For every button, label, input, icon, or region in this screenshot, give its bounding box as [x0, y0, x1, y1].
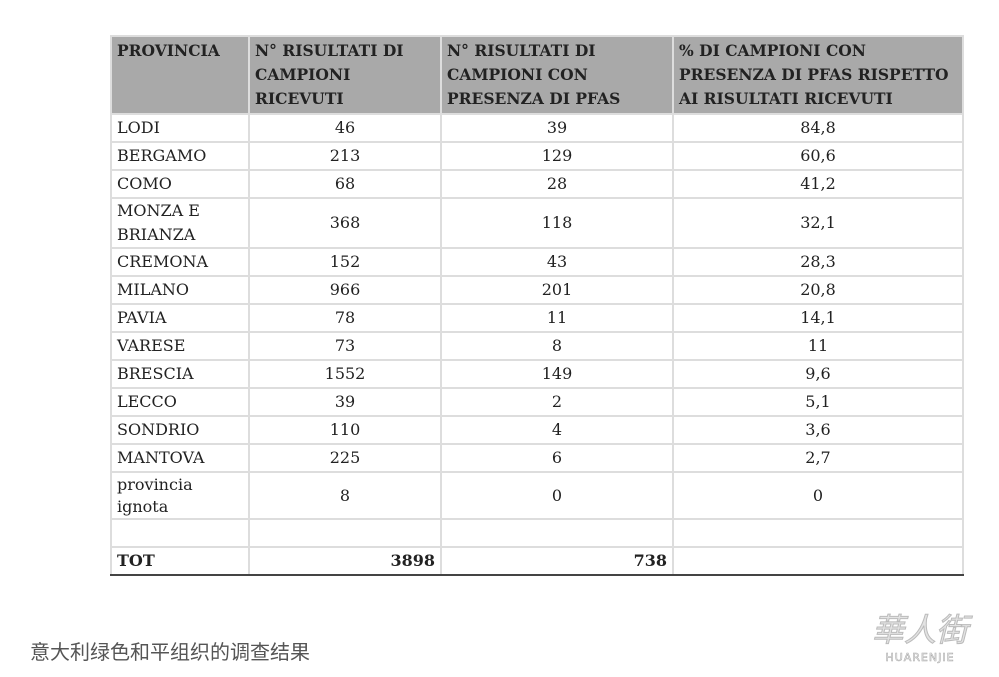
table-row: LECCO 39 2 5,1	[110, 387, 964, 417]
ricevuti-cell: 8	[248, 471, 442, 520]
table-row: PAVIA 78 11 14,1	[110, 303, 964, 333]
pfas-cell: 6	[440, 443, 674, 473]
ricevuti-cell: 73	[248, 331, 442, 361]
ricevuti-cell: 68	[248, 169, 442, 199]
provincia-cell: LODI	[110, 113, 250, 143]
ricevuti-cell: 152	[248, 247, 442, 277]
ricevuti-cell: 39	[248, 387, 442, 417]
percent-cell: 11	[672, 331, 964, 361]
percent-cell: 9,6	[672, 359, 964, 389]
percent-cell: 5,1	[672, 387, 964, 417]
percent-cell: 60,6	[672, 141, 964, 171]
provincia-cell: provincia ignota	[110, 471, 250, 520]
provincia-cell: SONDRIO	[110, 415, 250, 445]
pfas-table: PROVINCIA N° RISULTATI DI CAMPIONI RICEV…	[110, 35, 964, 576]
provincia-cell: BRESCIA	[110, 359, 250, 389]
pfas-cell: 149	[440, 359, 674, 389]
provincia-cell: MILANO	[110, 275, 250, 305]
empty-cell	[248, 518, 442, 548]
table-row: COMO 68 28 41,2	[110, 169, 964, 199]
total-label: TOT	[110, 546, 250, 576]
table-row: MANTOVA 225 6 2,7	[110, 443, 964, 473]
pfas-cell: 4	[440, 415, 674, 445]
percent-cell: 32,1	[672, 197, 964, 249]
table-row: LODI 46 39 84,8	[110, 113, 964, 143]
provincia-cell: MONZA E BRIANZA	[110, 197, 250, 249]
total-pfas: 738	[440, 546, 674, 576]
table-row: VARESE 73 8 11	[110, 331, 964, 361]
percent-cell: 0	[672, 471, 964, 520]
ricevuti-cell: 46	[248, 113, 442, 143]
pfas-cell: 129	[440, 141, 674, 171]
ricevuti-cell: 966	[248, 275, 442, 305]
empty-row	[110, 518, 964, 548]
pfas-cell: 11	[440, 303, 674, 333]
percent-cell: 84,8	[672, 113, 964, 143]
pfas-cell: 28	[440, 169, 674, 199]
header-ricevuti: N° RISULTATI DI CAMPIONI RICEVUTI	[248, 35, 442, 115]
header-pfas: N° RISULTATI DI CAMPIONI CON PRESENZA DI…	[440, 35, 674, 115]
watermark-logo: 華人街 HUARENJIE	[871, 611, 968, 665]
pfas-cell: 8	[440, 331, 674, 361]
total-ricevuti: 3898	[248, 546, 442, 576]
table-row: BERGAMO 213 129 60,6	[110, 141, 964, 171]
total-row: TOT 3898 738	[110, 546, 964, 576]
header-provincia: PROVINCIA	[110, 35, 250, 115]
ricevuti-cell: 78	[248, 303, 442, 333]
provincia-cell: BERGAMO	[110, 141, 250, 171]
total-percent	[672, 546, 964, 576]
pfas-cell: 0	[440, 471, 674, 520]
pfas-cell: 118	[440, 197, 674, 249]
provincia-cell: CREMONA	[110, 247, 250, 277]
provincia-cell: COMO	[110, 169, 250, 199]
table-row: provincia ignota 8 0 0	[110, 471, 964, 520]
table-row: MILANO 966 201 20,8	[110, 275, 964, 305]
pfas-cell: 2	[440, 387, 674, 417]
ricevuti-cell: 225	[248, 443, 442, 473]
empty-cell	[440, 518, 674, 548]
provincia-cell: LECCO	[110, 387, 250, 417]
ricevuti-cell: 368	[248, 197, 442, 249]
table-row: SONDRIO 110 4 3,6	[110, 415, 964, 445]
percent-cell: 41,2	[672, 169, 964, 199]
pfas-cell: 39	[440, 113, 674, 143]
pfas-cell: 201	[440, 275, 674, 305]
table-row: BRESCIA 1552 149 9,6	[110, 359, 964, 389]
empty-cell	[672, 518, 964, 548]
pfas-cell: 43	[440, 247, 674, 277]
percent-cell: 28,3	[672, 247, 964, 277]
header-row: PROVINCIA N° RISULTATI DI CAMPIONI RICEV…	[110, 35, 964, 115]
header-percent: % DI CAMPIONI CON PRESENZA DI PFAS RISPE…	[672, 35, 964, 115]
provincia-cell: VARESE	[110, 331, 250, 361]
ricevuti-cell: 1552	[248, 359, 442, 389]
ricevuti-cell: 213	[248, 141, 442, 171]
table-row: CREMONA 152 43 28,3	[110, 247, 964, 277]
percent-cell: 2,7	[672, 443, 964, 473]
provincia-cell: MANTOVA	[110, 443, 250, 473]
caption: 意大利绿色和平组织的调查结果	[30, 640, 310, 664]
ricevuti-cell: 110	[248, 415, 442, 445]
table-row: MONZA E BRIANZA 368 118 32,1	[110, 197, 964, 249]
percent-cell: 3,6	[672, 415, 964, 445]
percent-cell: 20,8	[672, 275, 964, 305]
percent-cell: 14,1	[672, 303, 964, 333]
empty-cell	[110, 518, 250, 548]
provincia-cell: PAVIA	[110, 303, 250, 333]
